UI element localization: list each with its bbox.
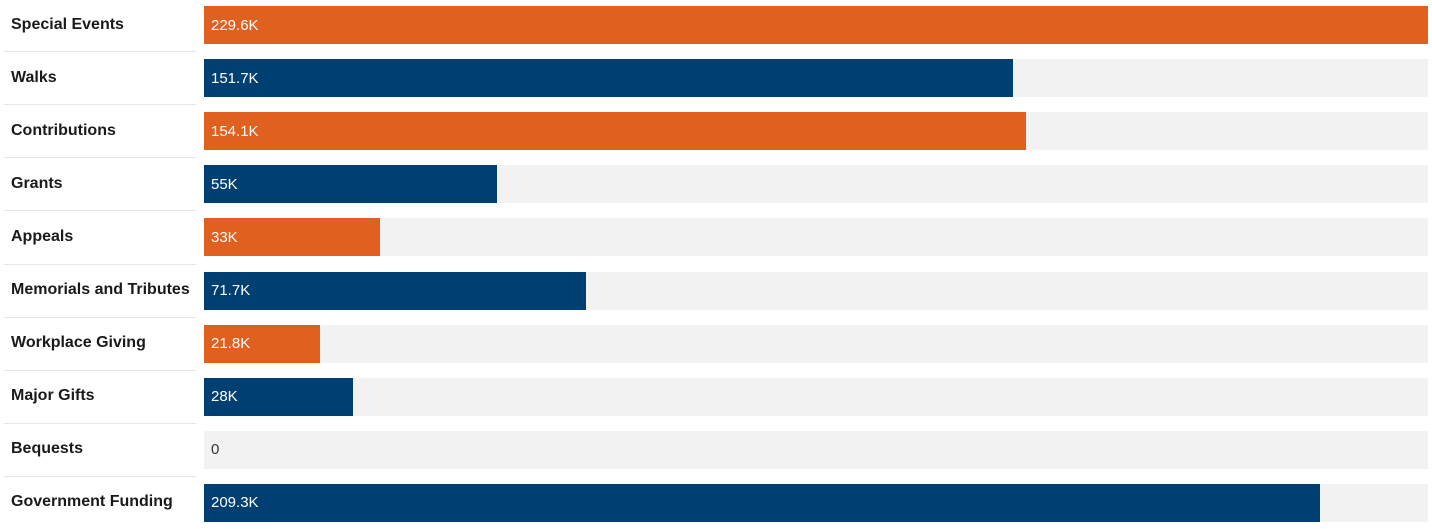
row-divider (4, 51, 196, 53)
row-divider (4, 263, 196, 265)
category-label: Major Gifts (11, 387, 95, 405)
value-label: 55K (211, 175, 238, 193)
bar-track: 33K (204, 218, 1428, 257)
bar-track: 21.8K (204, 324, 1428, 363)
value-label: 21.8K (211, 335, 251, 353)
row-divider (4, 210, 196, 212)
value-label: 209.3K (211, 494, 259, 512)
bar-track: 71.7K (204, 271, 1428, 310)
row-divider (4, 422, 196, 424)
chart-row: Appeals 33K (0, 210, 1432, 263)
category-label: Walks (11, 68, 57, 86)
value-label: 71.7K (211, 282, 251, 299)
category-label: Contributions (11, 121, 116, 139)
category-label: Government Funding (11, 493, 173, 511)
bar-track: 0 (204, 430, 1428, 469)
value-label: 151.7K (211, 69, 259, 87)
category-label: Workplace Giving (11, 334, 146, 352)
bar-track: 151.7K (204, 59, 1428, 98)
chart-row: Major Gifts 28K (0, 369, 1432, 423)
bar (204, 324, 321, 363)
bar (204, 6, 1428, 44)
value-label: 33K (211, 228, 238, 246)
value-label: 28K (211, 388, 238, 406)
chart-row: Memorials and Tributes 71.7K (0, 263, 1432, 317)
row-divider (4, 104, 196, 106)
chart-row: Contributions 154.1K (0, 104, 1432, 157)
chart-row: Bequests 0 (0, 422, 1432, 476)
category-label: Grants (11, 174, 63, 192)
bar (204, 112, 1026, 151)
row-divider (4, 475, 196, 477)
bar-track: 229.6K (204, 6, 1428, 44)
value-label: 154.1K (211, 122, 259, 140)
row-divider (4, 316, 196, 318)
category-label: Appeals (11, 227, 74, 245)
category-label: Special Events (11, 15, 124, 33)
bar (204, 271, 587, 310)
category-label: Bequests (11, 440, 84, 458)
chart-row: Walks 151.7K (0, 51, 1432, 104)
value-label: 0 (211, 441, 220, 459)
chart-row: Workplace Giving 21.8K (0, 316, 1432, 370)
bar-track: 154.1K (204, 112, 1428, 151)
row-divider (4, 369, 196, 371)
bar (204, 218, 380, 257)
bar (204, 59, 1013, 98)
category-label: Memorials and Tributes (11, 281, 190, 298)
bar (204, 165, 498, 204)
chart-row: Government Funding 209.3K (0, 475, 1432, 529)
bar (204, 377, 354, 416)
bar (204, 483, 1320, 522)
chart-row: Grants 55K (0, 157, 1432, 210)
row-divider (4, 157, 196, 159)
bar-track: 55K (204, 165, 1428, 204)
chart-row: Special Events 229.6K (0, 0, 1432, 51)
bar-track: 209.3K (204, 483, 1428, 522)
bar-track: 28K (204, 377, 1428, 416)
value-label: 229.6K (211, 16, 259, 34)
